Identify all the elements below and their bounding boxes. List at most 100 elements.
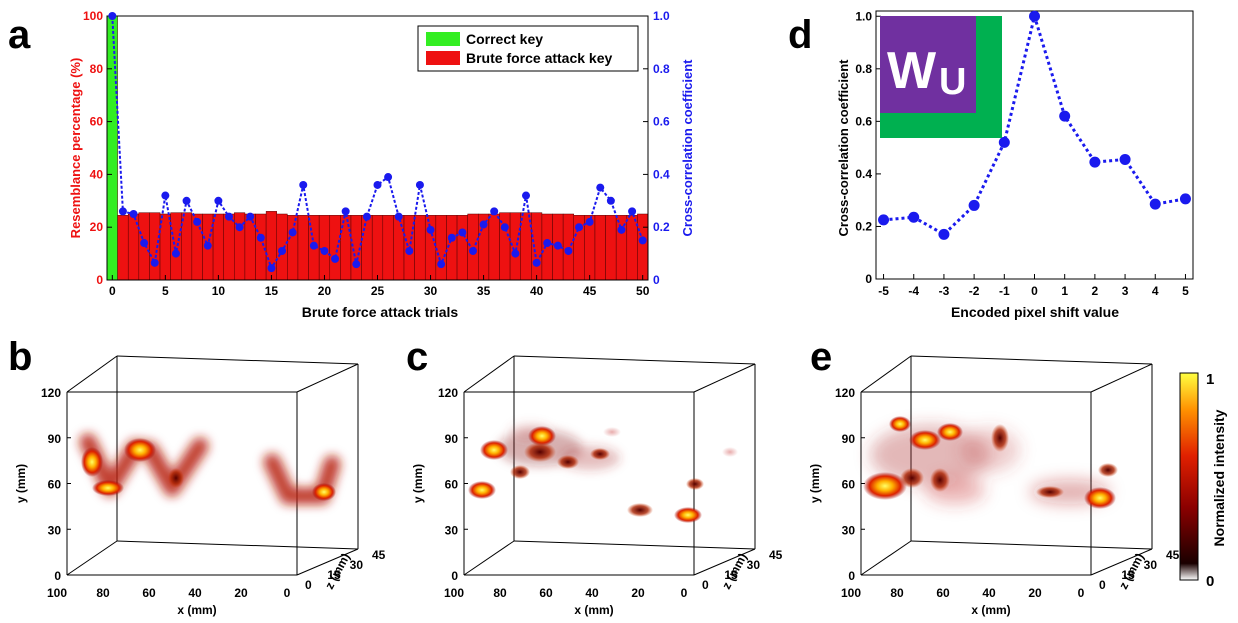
box-frame-c: 0 30 60 90 120 y (mm) 100 80 60 40 20 0 x (mm) 0 15 30 4… <box>411 355 783 617</box>
y-tick-label-left: 80 <box>90 62 104 76</box>
legend-swatch-brute-force-key <box>426 51 460 65</box>
box-edge <box>693 548 756 576</box>
data-point <box>331 254 340 263</box>
data-point <box>214 196 223 205</box>
x-tick-label: -1 <box>999 284 1010 298</box>
box-edge <box>463 355 515 393</box>
y-tick-label-left: 100 <box>83 9 103 23</box>
data-point <box>1059 110 1071 122</box>
x-axis-label: x (mm) <box>971 603 1010 617</box>
bar <box>520 212 532 281</box>
data-point <box>585 217 594 226</box>
bar <box>605 215 617 281</box>
colorbar-max-label: 1 <box>1206 371 1214 388</box>
bar <box>159 213 171 281</box>
panel-letter-a: a <box>8 13 31 57</box>
data-point <box>490 207 499 216</box>
box-edge <box>296 548 359 576</box>
data-point <box>426 225 435 234</box>
data-point <box>437 260 446 269</box>
box-frame-b: 0 30 60 90 120 y (mm) 100 80 60 40 20 0 x (mm) 0 15 30 4… <box>14 355 386 617</box>
colorbar-min-label: 0 <box>1206 573 1214 590</box>
legend-a: Correct key Brute force attack key <box>417 25 639 72</box>
x-tick-label: 25 <box>371 284 385 298</box>
line-series-a <box>108 12 647 273</box>
axes-a: 0 5 10 15 20 25 30 35 40 45 5002040608010000.20.40… <box>83 9 670 298</box>
y-axis-label: y (mm) <box>808 464 822 503</box>
y-tick-label: 0 <box>54 569 61 583</box>
bar <box>531 212 543 281</box>
legend-label-brute-force-key: Brute force attack key <box>466 50 613 66</box>
bar <box>106 15 118 281</box>
data-point <box>447 233 456 242</box>
x-tick-label: 60 <box>142 586 156 600</box>
z-tick-label: 30 <box>350 558 364 572</box>
x-tick-label: 1 <box>1061 284 1068 298</box>
legend-label-correct-key: Correct key <box>466 31 543 47</box>
logo-letter-u: U <box>939 61 966 103</box>
x-tick-label: 50 <box>636 284 650 298</box>
x-tick-label: 20 <box>1028 586 1042 600</box>
y-tick-label: 60 <box>48 478 62 492</box>
x-tick-label: 0 <box>681 586 688 600</box>
intensity-blobs-c <box>468 424 738 523</box>
data-point <box>267 264 276 273</box>
data-point <box>246 212 255 221</box>
panel-letter-d: d <box>788 13 812 57</box>
box-edge <box>513 355 756 365</box>
data-point <box>182 196 191 205</box>
panel-a: a 0 5 10 15 20 25 30 35 40 45 5002040608010000.20.… <box>8 9 695 320</box>
y-axis-label-right-a: Cross-correlation coefficient <box>680 59 695 237</box>
box-edge <box>910 540 1153 550</box>
box-edge <box>860 540 912 576</box>
data-point <box>405 246 414 255</box>
z-tick-label: 15 <box>327 568 341 582</box>
y-tick-label: 0.6 <box>855 114 872 128</box>
box-edge <box>66 540 118 576</box>
y-tick-label: 0 <box>451 569 458 583</box>
z-tick-label: 0 <box>702 578 709 592</box>
x-tick-label: -2 <box>969 284 980 298</box>
x-axis-label-a: Brute force attack trials <box>302 304 459 320</box>
y-axis-label-d: Cross-correlation coefficient <box>836 59 851 237</box>
bar <box>509 212 521 281</box>
data-point <box>373 180 382 189</box>
x-tick-label: 5 <box>1182 284 1189 298</box>
box-edge <box>910 355 1153 365</box>
y-tick-label: 0 <box>848 569 855 583</box>
data-point <box>878 214 890 226</box>
data-point <box>352 260 361 269</box>
x-tick-label: 15 <box>265 284 279 298</box>
x-tick-label: 20 <box>318 284 332 298</box>
data-point <box>161 191 170 200</box>
x-tick-label: 0 <box>109 284 116 298</box>
panel-d: d -5 -4 -3 -2 -1 0 1 2 3 4 5 0 0.2 0.4 0.6 0.8 1.0 W U C… <box>788 9 1194 320</box>
data-point <box>384 173 393 182</box>
y-tick-label: 0.8 <box>855 62 872 76</box>
z-tick-label: 30 <box>747 558 761 572</box>
y-axis-label-left-a: Resemblance percentage (%) <box>68 58 83 239</box>
x-tick-label: 45 <box>583 284 597 298</box>
x-tick-label: 4 <box>1152 284 1159 298</box>
data-point <box>150 258 159 267</box>
x-tick-label: 35 <box>477 284 491 298</box>
y-tick-label-left: 0 <box>96 273 103 287</box>
bar <box>393 215 405 281</box>
box-edge <box>1090 548 1153 576</box>
data-point <box>193 217 202 226</box>
x-tick-label: 2 <box>1092 284 1099 298</box>
logo-purple-square <box>880 16 976 113</box>
panel-b: b 0 30 60 90 120 y (mm) 100 80 60 40 20 0 x (mm) 0 15 3… <box>8 335 386 617</box>
x-tick-label: 100 <box>47 586 67 600</box>
data-point <box>235 223 244 232</box>
data-point <box>468 246 477 255</box>
panel-letter-c: c <box>406 335 428 379</box>
data-point <box>553 241 562 250</box>
data-point <box>638 236 647 245</box>
bar <box>212 213 224 281</box>
bar <box>149 212 161 281</box>
data-point <box>224 212 233 221</box>
data-point <box>479 220 488 229</box>
colorbar-gradient <box>1179 372 1199 581</box>
